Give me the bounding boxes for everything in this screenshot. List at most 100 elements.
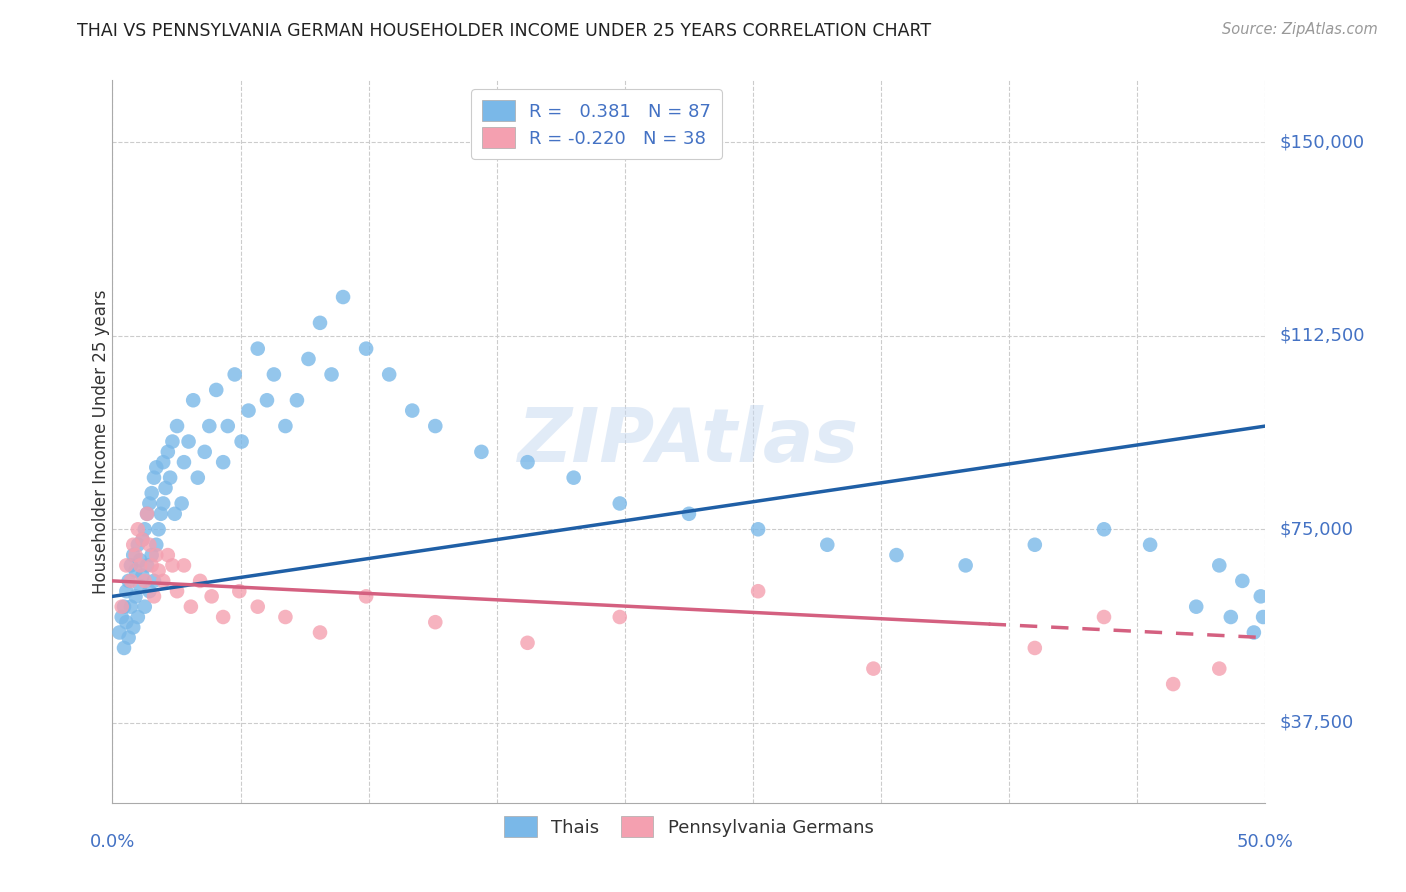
Point	[143, 574, 166, 588]
Point	[516, 455, 538, 469]
Point	[138, 496, 160, 510]
Point	[122, 548, 145, 562]
Point	[187, 471, 209, 485]
Point	[285, 393, 308, 408]
Point	[401, 403, 423, 417]
Point	[256, 393, 278, 408]
Point	[131, 533, 153, 547]
Point	[115, 584, 138, 599]
Point	[181, 393, 204, 408]
Point	[162, 434, 184, 449]
Point	[263, 368, 285, 382]
Point	[127, 522, 149, 536]
Point	[1232, 574, 1254, 588]
Text: ZIPAtlas: ZIPAtlas	[519, 405, 859, 478]
Point	[274, 419, 297, 434]
Point	[231, 434, 253, 449]
Point	[143, 471, 166, 485]
Point	[127, 538, 149, 552]
Point	[609, 610, 631, 624]
Point	[425, 419, 447, 434]
Point	[115, 615, 138, 630]
Point	[134, 522, 156, 536]
Point	[1161, 677, 1184, 691]
Point	[862, 662, 884, 676]
Text: $150,000: $150,000	[1279, 133, 1364, 152]
Point	[747, 584, 769, 599]
Point	[117, 574, 139, 588]
Point	[1185, 599, 1208, 614]
Point	[111, 599, 134, 614]
Point	[177, 434, 200, 449]
Point	[309, 625, 332, 640]
Point	[163, 507, 186, 521]
Point	[129, 579, 152, 593]
Legend: Thais, Pennsylvania Germans: Thais, Pennsylvania Germans	[496, 809, 882, 845]
Point	[173, 455, 195, 469]
Point	[134, 599, 156, 614]
Point	[145, 460, 167, 475]
Point	[212, 455, 235, 469]
Point	[1092, 522, 1115, 536]
Point	[1250, 590, 1272, 604]
Text: THAI VS PENNSYLVANIA GERMAN HOUSEHOLDER INCOME UNDER 25 YEARS CORRELATION CHART: THAI VS PENNSYLVANIA GERMAN HOUSEHOLDER …	[77, 22, 931, 40]
Point	[108, 625, 131, 640]
Text: 0.0%: 0.0%	[90, 833, 135, 851]
Point	[120, 558, 142, 573]
Point	[1243, 625, 1265, 640]
Text: 50.0%: 50.0%	[1237, 833, 1294, 851]
Point	[309, 316, 332, 330]
Point	[1208, 662, 1230, 676]
Point	[378, 368, 401, 382]
Point	[124, 564, 146, 578]
Point	[112, 640, 135, 655]
Point	[1219, 610, 1241, 624]
Point	[136, 507, 159, 521]
Point	[124, 590, 146, 604]
Point	[152, 455, 174, 469]
Text: Source: ZipAtlas.com: Source: ZipAtlas.com	[1222, 22, 1378, 37]
Point	[274, 610, 297, 624]
Point	[131, 533, 153, 547]
Point	[354, 590, 377, 604]
Point	[138, 584, 160, 599]
Point	[886, 548, 908, 562]
Point	[120, 599, 142, 614]
Point	[129, 558, 152, 573]
Point	[156, 445, 179, 459]
Point	[134, 574, 156, 588]
Point	[138, 538, 160, 552]
Point	[129, 553, 152, 567]
Point	[238, 403, 260, 417]
Point	[117, 631, 139, 645]
Point	[212, 610, 235, 624]
Point	[148, 564, 170, 578]
Point	[145, 538, 167, 552]
Point	[332, 290, 354, 304]
Point	[198, 419, 221, 434]
Point	[124, 548, 146, 562]
Point	[127, 610, 149, 624]
Point	[321, 368, 343, 382]
Point	[562, 471, 585, 485]
Point	[1024, 640, 1046, 655]
Point	[194, 445, 217, 459]
Point	[217, 419, 239, 434]
Text: $37,500: $37,500	[1279, 714, 1354, 731]
Point	[115, 558, 138, 573]
Point	[201, 590, 224, 604]
Point	[678, 507, 700, 521]
Point	[224, 368, 246, 382]
Point	[166, 419, 188, 434]
Point	[136, 558, 159, 573]
Point	[170, 496, 193, 510]
Point	[148, 522, 170, 536]
Point	[205, 383, 228, 397]
Point	[111, 610, 134, 624]
Point	[1139, 538, 1161, 552]
Point	[141, 558, 163, 573]
Point	[122, 620, 145, 634]
Point	[143, 590, 166, 604]
Point	[152, 496, 174, 510]
Y-axis label: Householder Income Under 25 years: Householder Income Under 25 years	[93, 289, 110, 594]
